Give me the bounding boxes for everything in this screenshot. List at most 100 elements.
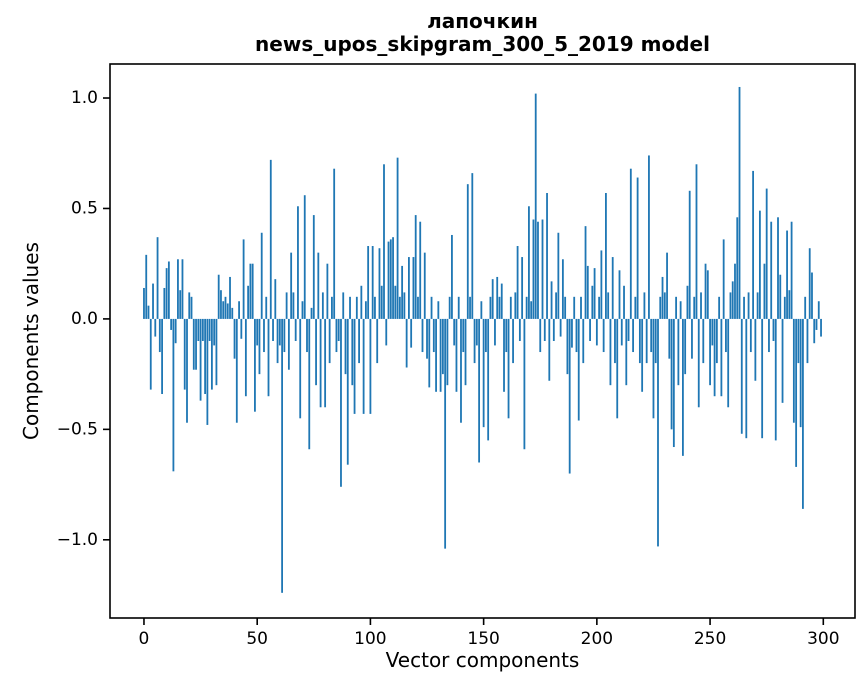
bar	[616, 318, 619, 419]
bar	[507, 318, 510, 419]
bar	[317, 252, 320, 319]
bar	[632, 318, 634, 353]
bar	[589, 318, 591, 341]
bar	[738, 86, 741, 319]
bar	[725, 318, 727, 353]
bar	[625, 318, 628, 386]
bar	[364, 301, 367, 319]
bar	[281, 318, 283, 593]
bar	[301, 301, 304, 319]
bar	[505, 318, 508, 353]
bar	[471, 173, 474, 319]
bar	[235, 318, 238, 423]
x-tick-label: 250	[694, 629, 726, 649]
bar	[469, 296, 471, 319]
bar	[799, 318, 802, 428]
bar	[618, 270, 621, 319]
bar	[351, 318, 354, 386]
bar	[292, 292, 295, 319]
bar	[233, 318, 236, 359]
bar	[582, 318, 585, 364]
bar	[414, 215, 417, 319]
bar	[412, 257, 415, 319]
bar	[403, 292, 406, 319]
bar	[167, 261, 170, 319]
bar	[432, 318, 435, 353]
bar	[312, 215, 315, 319]
bar	[441, 318, 444, 375]
bar	[638, 318, 641, 364]
bar	[353, 318, 356, 414]
bar	[154, 318, 157, 337]
bar	[704, 263, 707, 319]
bar	[591, 285, 594, 319]
bar	[489, 296, 492, 319]
bar	[306, 318, 308, 353]
axes-frame	[109, 63, 856, 619]
bar	[677, 318, 680, 386]
bar	[201, 318, 204, 341]
bar	[143, 287, 145, 319]
bar	[149, 318, 152, 390]
bar	[802, 318, 804, 509]
bar	[718, 296, 721, 319]
bar	[290, 252, 293, 319]
bar	[749, 318, 752, 353]
bar	[729, 292, 732, 319]
bar	[226, 303, 229, 319]
bar	[566, 318, 569, 375]
bar	[448, 296, 451, 319]
bar	[740, 318, 743, 434]
bar	[247, 285, 250, 319]
bar	[532, 219, 535, 319]
bar	[813, 318, 816, 344]
bar	[573, 296, 576, 319]
bar	[222, 301, 225, 319]
bar	[598, 296, 601, 319]
bar	[795, 318, 798, 467]
bar	[204, 318, 207, 395]
bar	[380, 285, 383, 319]
bar	[770, 221, 773, 319]
bar	[215, 318, 218, 386]
bar	[777, 217, 779, 319]
bar	[534, 93, 537, 319]
chart-subtitle: news_upos_skipgram_300_5_2019 model	[255, 32, 710, 56]
bar	[283, 318, 286, 353]
bar	[609, 318, 612, 386]
bar	[620, 318, 623, 346]
x-tick-label: 150	[467, 629, 499, 649]
bar	[666, 252, 668, 319]
bar	[697, 318, 700, 408]
bar	[727, 318, 730, 408]
bar	[297, 206, 299, 319]
bar	[186, 318, 188, 423]
x-axis-label: Vector components	[385, 648, 580, 672]
bar	[525, 296, 528, 319]
bar	[516, 246, 519, 319]
bar	[251, 263, 254, 319]
bar	[328, 318, 331, 364]
bar	[482, 318, 485, 428]
bar	[781, 318, 784, 403]
bar	[675, 296, 678, 319]
bar	[605, 193, 607, 319]
bar	[765, 188, 768, 319]
bar	[806, 318, 809, 364]
bar	[584, 226, 587, 319]
bar	[170, 318, 173, 330]
bar	[514, 292, 517, 319]
bar	[208, 318, 211, 341]
bar	[537, 221, 539, 319]
bar	[693, 296, 696, 319]
bar	[249, 263, 252, 319]
bar	[342, 292, 345, 319]
bar	[752, 170, 754, 319]
bar	[512, 318, 514, 364]
bar	[419, 221, 422, 319]
bar	[161, 318, 163, 395]
bar	[444, 318, 447, 549]
bar	[623, 285, 625, 319]
